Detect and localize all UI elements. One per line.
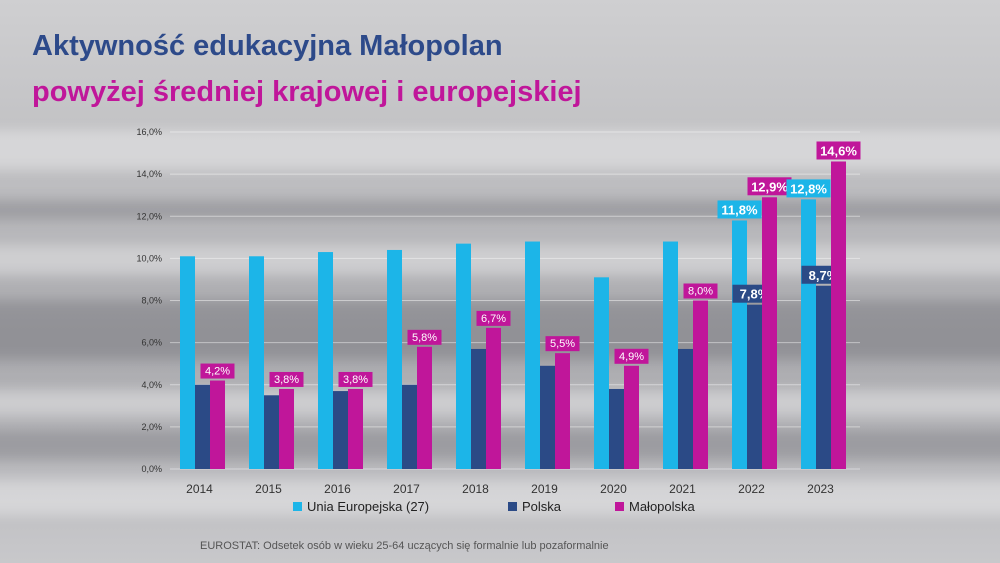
data-label: 11,8% bbox=[721, 202, 758, 217]
data-label: 14,6% bbox=[820, 143, 857, 158]
bar-eu bbox=[663, 241, 678, 469]
bar-eu bbox=[525, 241, 540, 469]
x-tick-label: 2018 bbox=[462, 482, 489, 496]
bar-pl bbox=[195, 384, 210, 469]
y-tick-label: 8,0% bbox=[141, 296, 162, 306]
page-subtitle: powyżej średniej krajowej i europejskiej bbox=[32, 76, 582, 108]
data-label: 5,5% bbox=[550, 338, 575, 350]
bar-eu bbox=[732, 220, 747, 469]
data-label-box bbox=[269, 371, 304, 387]
source-note: EUROSTAT: Odsetek osób w wieku 25-64 ucz… bbox=[200, 540, 609, 552]
bar-eu bbox=[249, 256, 264, 469]
data-label: 3,8% bbox=[274, 374, 299, 386]
bar-mp bbox=[624, 365, 639, 469]
bar-eu bbox=[180, 256, 195, 469]
data-label: 3,8% bbox=[343, 374, 368, 386]
bar-mp bbox=[417, 346, 432, 469]
bar-pl bbox=[678, 348, 693, 469]
data-label: 4,2% bbox=[205, 366, 230, 378]
bar-eu bbox=[594, 277, 609, 469]
bar-pl bbox=[609, 388, 624, 469]
y-tick-label: 16,0% bbox=[136, 127, 162, 137]
legend-swatch bbox=[508, 502, 517, 511]
bar-mp bbox=[693, 300, 708, 469]
bar-mp bbox=[279, 388, 294, 469]
legend-swatch bbox=[615, 502, 624, 511]
bar-eu bbox=[318, 252, 333, 469]
data-label-box bbox=[338, 371, 373, 387]
y-tick-label: 6,0% bbox=[141, 338, 162, 348]
x-tick-label: 2017 bbox=[393, 482, 420, 496]
bar-mp bbox=[348, 388, 363, 469]
bar-pl bbox=[264, 395, 279, 469]
data-label-box bbox=[816, 141, 861, 160]
y-tick-label: 14,0% bbox=[136, 169, 162, 179]
bar-pl bbox=[816, 285, 831, 469]
data-label: 4,9% bbox=[619, 351, 644, 363]
y-tick-label: 4,0% bbox=[141, 380, 162, 390]
bar-mp bbox=[555, 353, 570, 469]
data-label: 6,7% bbox=[481, 313, 506, 325]
bar-mp bbox=[486, 327, 501, 469]
y-tick-label: 0,0% bbox=[141, 464, 162, 474]
bar-pl bbox=[747, 304, 762, 469]
data-label-box bbox=[476, 310, 511, 326]
data-label: 5,8% bbox=[412, 332, 437, 344]
y-tick-label: 12,0% bbox=[136, 211, 162, 221]
data-label-box bbox=[683, 283, 718, 299]
legend-label: Unia Europejska (27) bbox=[307, 499, 429, 514]
x-tick-label: 2021 bbox=[669, 482, 696, 496]
legend-label: Polska bbox=[522, 499, 562, 514]
x-tick-label: 2023 bbox=[807, 482, 834, 496]
data-label-box bbox=[407, 329, 442, 345]
data-label-box bbox=[545, 336, 580, 352]
data-label-box bbox=[747, 177, 792, 196]
page-title: Aktywność edukacyjna Małopolan bbox=[32, 30, 503, 62]
legend-label: Małopolska bbox=[629, 499, 696, 514]
data-label-box bbox=[786, 179, 831, 198]
x-tick-label: 2020 bbox=[600, 482, 627, 496]
y-tick-label: 2,0% bbox=[141, 422, 162, 432]
bar-eu bbox=[387, 249, 402, 469]
bar-pl bbox=[471, 348, 486, 469]
x-tick-label: 2016 bbox=[324, 482, 351, 496]
bar-mp bbox=[762, 197, 777, 469]
data-label-box bbox=[717, 200, 762, 219]
legend-swatch bbox=[293, 502, 302, 511]
x-tick-label: 2019 bbox=[531, 482, 558, 496]
bar-eu bbox=[801, 199, 816, 469]
data-label-box bbox=[614, 348, 649, 364]
bar-pl bbox=[402, 384, 417, 469]
data-label: 12,9% bbox=[751, 179, 788, 194]
x-tick-label: 2015 bbox=[255, 482, 282, 496]
bar-pl bbox=[540, 365, 555, 469]
data-label: 12,8% bbox=[790, 181, 827, 196]
data-label: 8,0% bbox=[688, 286, 713, 298]
bar-mp bbox=[210, 380, 225, 469]
bar-eu bbox=[456, 243, 471, 469]
data-label-box bbox=[200, 363, 235, 379]
y-tick-label: 10,0% bbox=[136, 253, 162, 263]
bar-pl bbox=[333, 391, 348, 469]
bar-mp bbox=[831, 161, 846, 470]
x-tick-label: 2014 bbox=[186, 482, 213, 496]
x-tick-label: 2022 bbox=[738, 482, 765, 496]
